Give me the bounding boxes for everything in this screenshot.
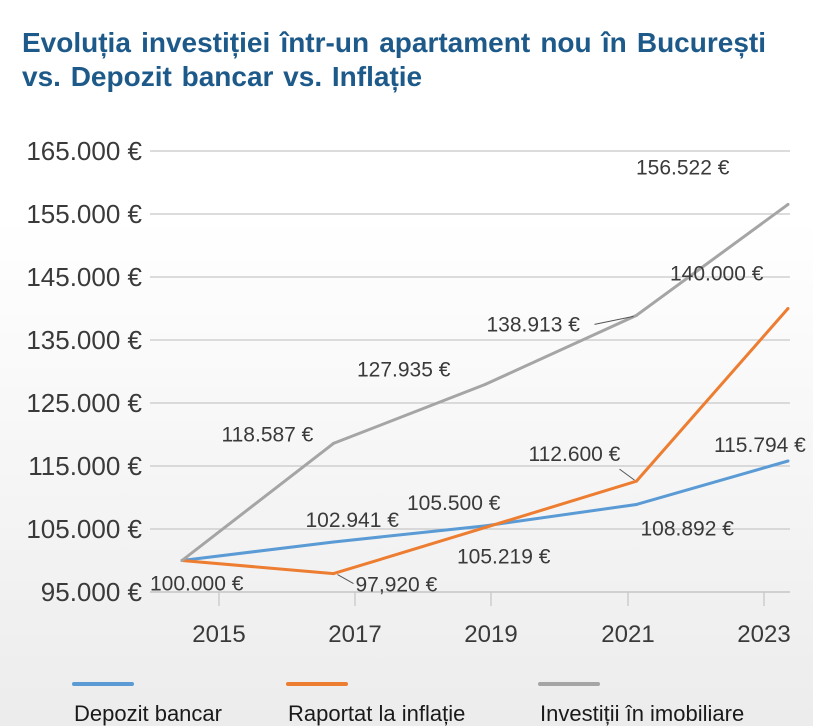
leader-line xyxy=(594,315,634,325)
y-tick-label: 105.000 € xyxy=(26,514,142,544)
y-tick-label: 165.000 € xyxy=(26,136,142,166)
data-label: 140.000 € xyxy=(670,263,764,286)
data-label: 102.941 € xyxy=(306,509,400,532)
data-point xyxy=(332,572,335,576)
x-tick-label: 2021 xyxy=(601,621,654,648)
leader-line xyxy=(337,574,354,585)
x-tick-label: 2019 xyxy=(464,621,517,648)
x-tick-label: 2023 xyxy=(737,621,790,648)
data-label: 115.794 € xyxy=(714,434,806,457)
x-tick-label: 2015 xyxy=(192,621,245,648)
y-tick-label: 145.000 € xyxy=(26,262,142,292)
data-label: 112.600 € xyxy=(529,443,621,466)
data-point xyxy=(332,540,335,544)
data-point xyxy=(786,202,790,206)
legend-label: Depozit bancar xyxy=(74,701,222,726)
y-tick-label: 115.000 € xyxy=(28,451,142,481)
data-label: 127.935 € xyxy=(357,359,451,382)
y-tick-label: 95.000 € xyxy=(41,577,143,607)
data-point xyxy=(180,559,184,562)
chart-title: Evoluția investiției într-un apartament … xyxy=(22,27,766,92)
legend-label: Investiții în imobiliare xyxy=(540,701,744,726)
data-label: 118.587 € xyxy=(222,423,314,446)
data-label: 97,920 € xyxy=(356,574,438,597)
data-label: 100.000 € xyxy=(150,573,244,596)
y-tick-label: 155.000 € xyxy=(26,199,142,229)
data-label: 108.892 € xyxy=(641,517,735,540)
data-label: 105.500 € xyxy=(407,492,501,515)
data-label: 138.913 € xyxy=(487,313,581,336)
data-point xyxy=(786,459,790,463)
x-tick-label: 2017 xyxy=(328,621,381,648)
data-point xyxy=(635,313,638,317)
data-point xyxy=(635,479,638,483)
data-point xyxy=(786,307,790,310)
legend-label: Raportat la inflație xyxy=(288,701,465,726)
data-point xyxy=(332,441,335,445)
y-tick-label: 125.000 € xyxy=(26,388,142,418)
data-label: 156.522 € xyxy=(636,156,730,179)
data-point xyxy=(635,502,638,506)
y-tick-label: 135.000 € xyxy=(26,325,142,355)
data-point xyxy=(483,383,487,387)
data-label: 105.219 € xyxy=(457,546,551,569)
leader-line xyxy=(619,468,635,481)
data-point xyxy=(483,526,487,530)
